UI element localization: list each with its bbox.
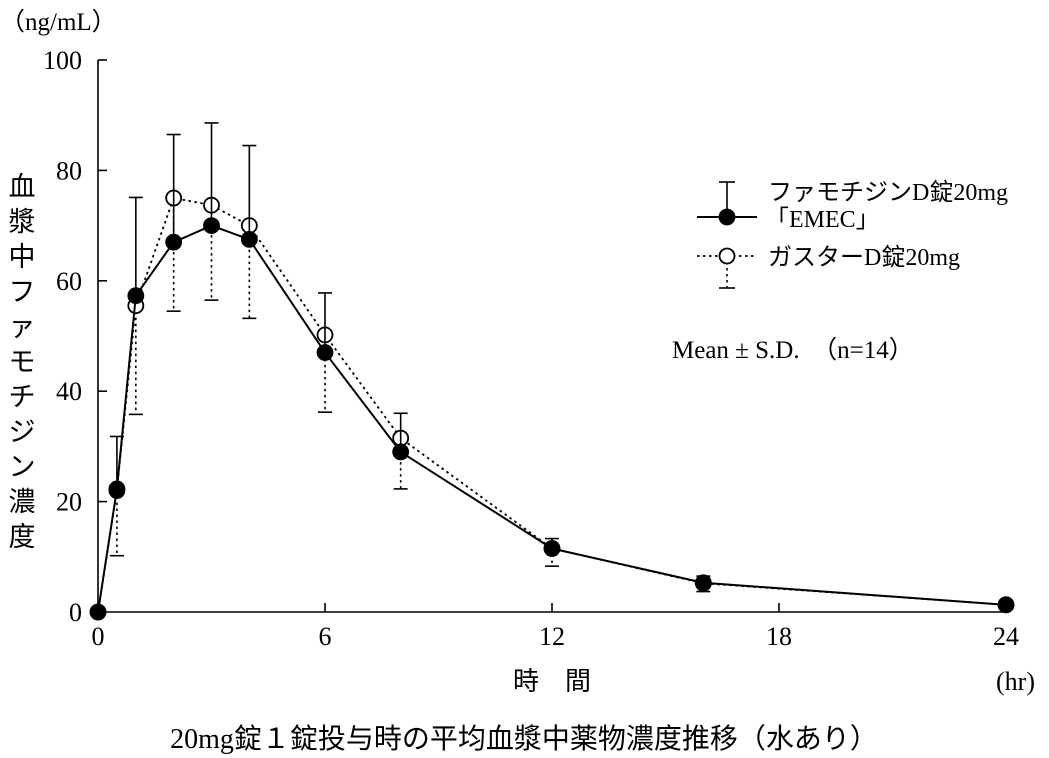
legend: ファモチジンD錠20mg「EMEC」ガスターD錠20mg bbox=[697, 179, 1008, 289]
y-axis-label-char: ジ bbox=[9, 417, 36, 447]
ticks: 0 6 12 18 24 0 20 40 60 80 100 bbox=[43, 46, 1019, 651]
y-axis-label-char: 濃 bbox=[9, 487, 36, 517]
legend-label-series-2: ガスターD錠20mg bbox=[768, 244, 960, 271]
y-axis-label-char: ァ bbox=[9, 312, 36, 342]
data-point bbox=[203, 217, 220, 235]
x-axis-unit: (hr) bbox=[996, 667, 1035, 696]
annotation-mean-sd: Mean ± S.D. （n=14） bbox=[672, 336, 914, 364]
data-point bbox=[316, 344, 334, 361]
y-axis-label-char: ン bbox=[9, 452, 36, 482]
legend-label-series-1: ファモチジンD錠20mg bbox=[768, 179, 1008, 206]
y-axis-label-char: フ bbox=[9, 277, 36, 307]
x-tick-label: 12 bbox=[539, 622, 565, 651]
chart-title: 20mg錠１錠投与時の平均血漿中薬物濃度推移（水あり） bbox=[170, 723, 878, 755]
data-point bbox=[543, 540, 561, 557]
data-point bbox=[127, 287, 145, 305]
data-point bbox=[108, 480, 126, 498]
data-point bbox=[694, 574, 712, 592]
axes bbox=[97, 60, 1006, 613]
y-axis-label-char: 血 bbox=[9, 172, 36, 202]
data-point bbox=[165, 233, 183, 251]
y-tick-label: 80 bbox=[56, 156, 82, 185]
y-axis-label-char: モ bbox=[9, 347, 36, 377]
data-point bbox=[392, 443, 410, 461]
y-tick-label: 40 bbox=[56, 377, 82, 406]
y-tick-label: 60 bbox=[56, 267, 82, 296]
y-axis-label-char: チ bbox=[9, 382, 36, 412]
x-tick-label: 0 bbox=[92, 622, 105, 651]
y-axis-label-char: 中 bbox=[9, 242, 36, 272]
legend-label-series-1-line2: 「EMEC」 bbox=[765, 206, 880, 233]
y-axis-unit: （ng/mL） bbox=[0, 8, 117, 36]
data-point bbox=[240, 230, 258, 248]
x-axis-label: 時 間 bbox=[513, 667, 591, 696]
series-layer bbox=[89, 122, 1015, 621]
x-tick-label: 24 bbox=[993, 622, 1019, 651]
y-axis-label-char: 漿 bbox=[9, 207, 36, 237]
legend-marker-filled bbox=[718, 208, 736, 226]
legend-marker-open bbox=[718, 247, 736, 265]
data-point bbox=[997, 596, 1015, 614]
y-axis-label-char: 度 bbox=[9, 522, 36, 552]
y-tick-label: 100 bbox=[43, 46, 82, 75]
x-tick-label: 18 bbox=[766, 622, 792, 651]
y-tick-label: 20 bbox=[56, 488, 82, 517]
y-tick-label: 0 bbox=[69, 598, 82, 627]
data-point bbox=[89, 603, 107, 621]
x-tick-label: 6 bbox=[319, 622, 332, 651]
series-1 bbox=[89, 122, 1015, 621]
